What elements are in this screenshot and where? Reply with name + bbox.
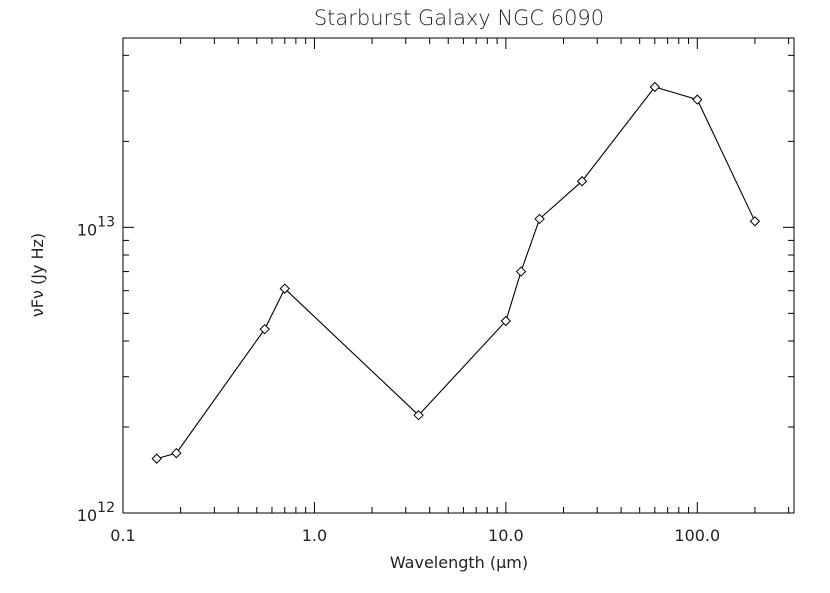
- y-axis-label: νFν (Jy Hz): [28, 233, 47, 317]
- plot-area: [151, 81, 761, 464]
- plot-frame: [122, 37, 795, 514]
- data-point-marker: [692, 94, 703, 105]
- axis-ticks: [122, 38, 794, 514]
- data-point-marker: [259, 323, 270, 335]
- data-point-marker: [279, 283, 290, 294]
- x-tick-label: 0.1: [110, 526, 135, 545]
- x-tick-label: 100.0: [674, 526, 720, 545]
- series-line: [156, 86, 756, 460]
- tick-labels: 0.1 1.0 10.0 100.0 1012 1013: [77, 214, 720, 545]
- data-point-marker: [534, 213, 545, 225]
- data-point-marker: [151, 453, 162, 464]
- x-tick-label: 10.0: [488, 526, 524, 545]
- x-tick-label: 1.0: [302, 526, 327, 545]
- data-point-marker: [171, 447, 182, 459]
- data-point-marker: [649, 81, 661, 93]
- y-tick-label: 1013: [77, 214, 115, 239]
- data-point-marker: [576, 176, 588, 187]
- data-point-marker: [515, 266, 527, 277]
- y-tick-label: 1012: [77, 500, 115, 525]
- x-axis-label: Wavelength (μm): [390, 553, 528, 572]
- data-point-marker: [749, 216, 761, 227]
- data-point-marker: [500, 315, 512, 327]
- chart-title: Starburst Galaxy NGC 6090: [314, 6, 604, 30]
- data-point-marker: [413, 409, 424, 421]
